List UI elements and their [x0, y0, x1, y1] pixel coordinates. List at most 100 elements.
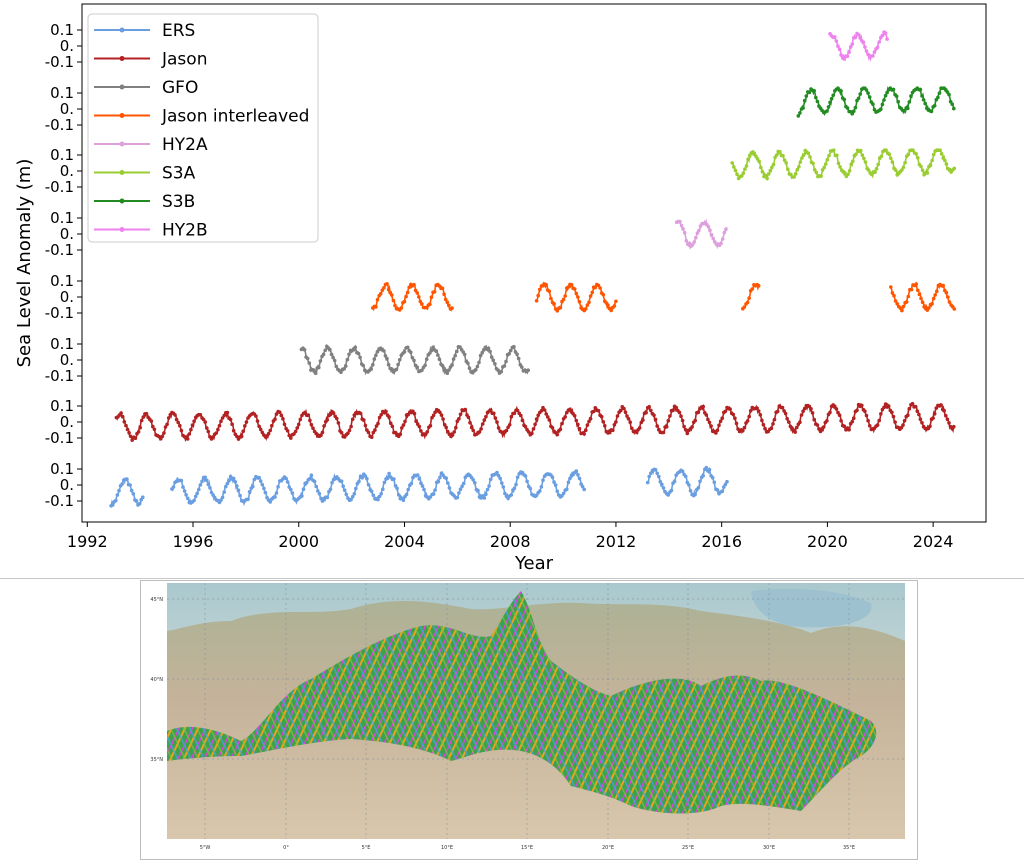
- data-point: [856, 96, 861, 101]
- data-point: [820, 428, 824, 432]
- data-point: [317, 491, 322, 496]
- data-point: [825, 419, 829, 423]
- x-tick-label: 2008: [490, 532, 531, 551]
- data-point: [875, 423, 880, 427]
- data-point: [173, 413, 177, 417]
- legend-box: [87, 13, 319, 243]
- data-point: [224, 484, 228, 489]
- data-point: [806, 151, 811, 156]
- data-point: [110, 503, 115, 507]
- data-point: [321, 352, 326, 357]
- data-point: [680, 418, 685, 423]
- data-point: [296, 422, 301, 427]
- data-point: [531, 427, 536, 431]
- data-point: [205, 478, 209, 483]
- data-point: [801, 106, 805, 110]
- data-point: [714, 431, 718, 435]
- data-point: [254, 414, 258, 418]
- data-point: [258, 479, 263, 483]
- data-point: [231, 476, 236, 481]
- data-point: [387, 471, 391, 476]
- data-point: [363, 474, 368, 478]
- data-point: [498, 476, 503, 481]
- data-point: [487, 484, 491, 488]
- data-point: [576, 422, 580, 427]
- data-point: [391, 298, 396, 303]
- data-point: [496, 426, 501, 430]
- data-point: [369, 367, 374, 371]
- data-point: [725, 479, 729, 484]
- data-point: [192, 498, 196, 503]
- data-point: [279, 413, 284, 418]
- legend-entry: S3A: [162, 164, 196, 184]
- data-point: [883, 402, 888, 406]
- data-point: [369, 435, 374, 440]
- data-point: [396, 362, 400, 367]
- data-point: [668, 414, 672, 418]
- data-point: [931, 416, 935, 420]
- data-point: [347, 352, 351, 357]
- data-point: [550, 475, 555, 480]
- data-point: [376, 497, 380, 502]
- data-point: [201, 417, 206, 422]
- data-point: [704, 465, 709, 470]
- data-point: [671, 408, 675, 413]
- data-point: [466, 415, 471, 420]
- data-point: [808, 155, 812, 159]
- data-point: [362, 418, 366, 422]
- data-point: [919, 164, 923, 169]
- data-point: [530, 431, 534, 436]
- data-point: [760, 169, 765, 174]
- data-point: [127, 431, 131, 435]
- data-point: [485, 487, 490, 492]
- longitude-label: 5°W: [200, 845, 211, 851]
- data-point: [539, 409, 544, 413]
- data-point: [825, 157, 830, 162]
- data-point: [939, 403, 943, 407]
- series-s3b: [796, 86, 956, 118]
- data-point: [910, 401, 915, 406]
- data-point: [576, 295, 580, 299]
- data-point: [612, 304, 617, 308]
- data-point: [417, 295, 421, 299]
- data-point: [879, 107, 883, 111]
- data-point: [683, 474, 688, 479]
- data-point: [920, 94, 924, 98]
- data-point: [520, 418, 525, 423]
- data-point: [706, 417, 710, 422]
- data-point: [863, 45, 867, 49]
- data-point: [354, 486, 358, 491]
- data-point: [839, 89, 843, 93]
- data-point: [778, 150, 782, 154]
- data-point: [394, 367, 399, 372]
- data-point: [420, 368, 424, 373]
- data-point: [309, 473, 314, 478]
- data-point: [708, 228, 712, 232]
- data-point: [867, 95, 872, 99]
- data-point: [731, 412, 736, 417]
- data-point: [322, 424, 326, 428]
- data-point: [373, 428, 377, 432]
- data-point: [759, 165, 763, 170]
- data-point: [361, 363, 366, 368]
- data-point: [536, 413, 540, 418]
- data-point: [398, 432, 403, 437]
- data-point: [268, 428, 273, 433]
- data-point: [300, 494, 304, 498]
- data-point: [536, 293, 540, 298]
- data-point: [596, 283, 601, 288]
- y-tick-label: 0.1: [50, 397, 74, 415]
- data-point: [377, 415, 382, 420]
- data-point: [834, 39, 839, 43]
- data-point: [612, 423, 617, 427]
- data-point: [447, 486, 452, 490]
- data-point: [463, 407, 468, 412]
- data-point: [682, 424, 686, 429]
- data-point: [645, 480, 650, 485]
- data-point: [328, 412, 333, 417]
- data-point: [392, 477, 396, 481]
- data-point: [720, 416, 724, 421]
- data-point: [889, 285, 893, 289]
- data-point: [415, 291, 420, 295]
- data-point: [771, 422, 775, 426]
